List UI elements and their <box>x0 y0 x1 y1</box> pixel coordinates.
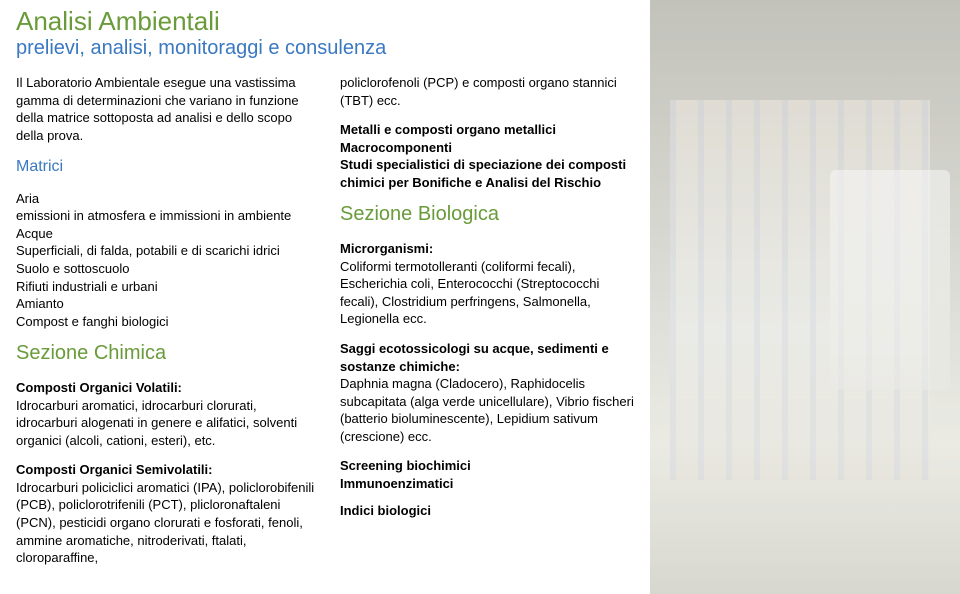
suolo-line: Suolo e sottoscuolo <box>16 260 316 278</box>
amianto-line: Amianto <box>16 295 316 313</box>
sezione-biologica-heading: Sezione Biologica <box>340 201 640 228</box>
screening-line1: Screening biochimici <box>340 457 640 475</box>
aria-line1: Aria <box>16 190 316 208</box>
cov-head: Composti Organici Volatili: <box>16 380 182 395</box>
saggi-block: Saggi ecotossicologi su acque, sedimenti… <box>340 340 640 445</box>
text-columns: Il Laboratorio Ambientale esegue una vas… <box>16 74 656 579</box>
saggi-body: Daphnia magna (Cladocero), Raphidocelis … <box>340 376 634 444</box>
micro-body: Coliformi termotolleranti (coliformi fec… <box>340 259 599 327</box>
composti-volatili-block: Composti Organici Volatili: Idrocarburi … <box>16 379 316 449</box>
cos-body: Idrocarburi policiclici aromatici (IPA),… <box>16 480 314 565</box>
document-content: Analisi Ambientali prelievi, analisi, mo… <box>16 6 656 579</box>
indici-biologici: Indici biologici <box>340 502 640 520</box>
matrici-heading: Matrici <box>16 156 316 178</box>
saggi-head: Saggi ecotossicologi su acque, sedimenti… <box>340 341 609 374</box>
matrici-list: Aria emissioni in atmosfera e immissioni… <box>16 190 316 330</box>
compost-line: Compost e fanghi biologici <box>16 313 316 331</box>
acque-line2: Superficiali, di falda, potabili e di sc… <box>16 242 316 260</box>
continuation-paragraph: policlorofenoli (PCP) e composti organo … <box>340 74 640 109</box>
cov-body: Idrocarburi aromatici, idrocarburi cloru… <box>16 398 297 448</box>
micro-head: Microrganismi: <box>340 241 433 256</box>
acque-line1: Acque <box>16 225 316 243</box>
page-subtitle: prelievi, analisi, monitoraggi e consule… <box>16 37 656 60</box>
metalli-line2: Macrocomponenti <box>340 139 640 157</box>
column-left: Il Laboratorio Ambientale esegue una vas… <box>16 74 316 579</box>
metalli-block: Metalli e composti organo metallici Macr… <box>340 121 640 191</box>
microrganismi-block: Microrganismi: Coliformi termotolleranti… <box>340 240 640 328</box>
screening-block: Screening biochimici Immunoenzimatici <box>340 457 640 492</box>
lab-photo-background <box>650 0 960 594</box>
column-right: policlorofenoli (PCP) e composti organo … <box>340 74 640 579</box>
metalli-line3: Studi specialistici di speciazione dei c… <box>340 156 640 191</box>
aria-line2: emissioni in atmosfera e immissioni in a… <box>16 207 316 225</box>
intro-paragraph: Il Laboratorio Ambientale esegue una vas… <box>16 74 316 144</box>
screening-line2: Immunoenzimatici <box>340 475 640 493</box>
rifiuti-line: Rifiuti industriali e urbani <box>16 278 316 296</box>
composti-semivolatili-block: Composti Organici Semivolatili: Idrocarb… <box>16 461 316 566</box>
metalli-line1: Metalli e composti organo metallici <box>340 121 640 139</box>
sezione-chimica-heading: Sezione Chimica <box>16 340 316 367</box>
cos-head: Composti Organici Semivolatili: <box>16 462 212 477</box>
page-title: Analisi Ambientali <box>16 6 656 37</box>
